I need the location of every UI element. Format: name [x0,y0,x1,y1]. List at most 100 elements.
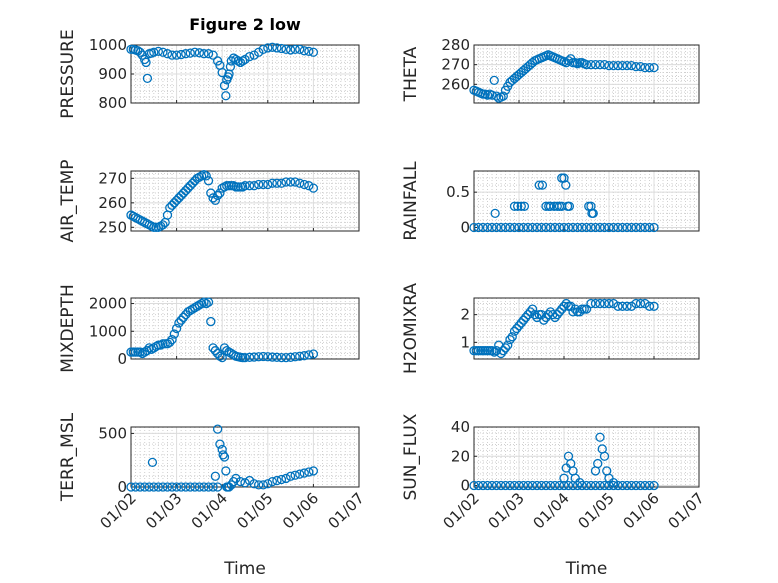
y-tick-label: 900 [98,65,127,83]
data-point [203,482,214,492]
data-point [527,222,538,233]
data-point [631,61,641,72]
data-point [258,179,268,190]
data-point [228,53,239,63]
data-point [622,480,632,491]
data-point [263,479,273,489]
y-tick-label: 0 [460,218,470,236]
x-tick-label: 01/07 [325,489,368,532]
data-point [267,476,278,487]
data-point [149,47,159,57]
data-point [190,482,200,492]
data-point [135,47,145,57]
data-point [290,44,300,54]
data-point [210,346,221,356]
data-point [518,222,529,233]
data-point [146,344,157,354]
data-point [568,222,578,233]
data-point [244,352,255,362]
data-point [137,348,148,359]
y-tick-label: 500 [98,424,127,442]
data-point [649,222,659,233]
data-point [153,482,164,492]
data-point [577,480,587,491]
data-point [158,47,168,57]
panel-mixdepth: 0 1000 2000 MIXDEPTH [58,284,360,373]
data-point [514,480,524,491]
data-point [516,318,526,328]
data-point [552,309,562,320]
figure-title: Figure 2 low [189,15,301,34]
data-point [162,49,173,59]
data-point [532,480,542,491]
y-tick-label: 1000 [89,36,127,54]
data-point [285,352,296,362]
data-point [308,466,319,476]
data-point [581,222,592,233]
data-point [581,304,592,314]
data-point [566,301,576,311]
data-point [224,347,234,357]
y-tick-label: 40 [451,418,470,436]
data-point [525,307,535,317]
data-point [590,480,601,491]
data-point [500,222,511,233]
data-point [226,56,236,66]
data-point [491,91,502,101]
data-point [608,60,619,71]
data-point [545,201,556,211]
data-point [285,45,296,55]
data-point [608,480,619,491]
data-point [608,477,619,488]
data-point [208,343,218,353]
y-axis-label: PRESSURE [58,29,78,118]
data-point [599,451,610,461]
data-point [212,190,223,201]
data-point [534,180,544,190]
data-point [171,482,182,492]
data-point [208,50,218,60]
data-point [295,44,305,54]
data-point [176,49,186,60]
data-point [299,468,309,478]
data-point [586,298,596,309]
data-point [563,222,574,233]
data-point [183,307,193,317]
data-point [489,347,499,357]
data-point [238,56,248,66]
data-point [491,346,502,356]
data-point [222,346,232,356]
data-point [572,222,583,233]
data-point [568,307,578,317]
data-point [482,480,493,491]
data-point [505,334,515,345]
data-point [295,178,305,188]
data-point [604,222,614,233]
data-point [231,54,241,65]
data-point [491,222,502,233]
data-point [635,222,646,233]
data-point [478,480,488,491]
data-point [240,181,250,191]
x-axis-label: Time [565,559,608,579]
data-point [272,475,282,486]
data-point [169,329,179,339]
data-point [162,482,173,492]
data-point [171,323,182,334]
data-point [199,482,209,492]
data-point [469,222,479,233]
data-point [176,482,186,492]
y-axis-label: AIR_TEMP [58,160,78,243]
y-tick-label: 280 [441,36,470,54]
data-point [212,56,223,66]
data-point [308,47,319,57]
data-point [626,60,637,71]
data-point [167,334,177,345]
data-point [532,222,542,233]
data-point [559,480,569,491]
data-point [267,352,278,362]
data-point [563,480,574,491]
data-point [640,222,650,233]
data-point [518,315,529,325]
